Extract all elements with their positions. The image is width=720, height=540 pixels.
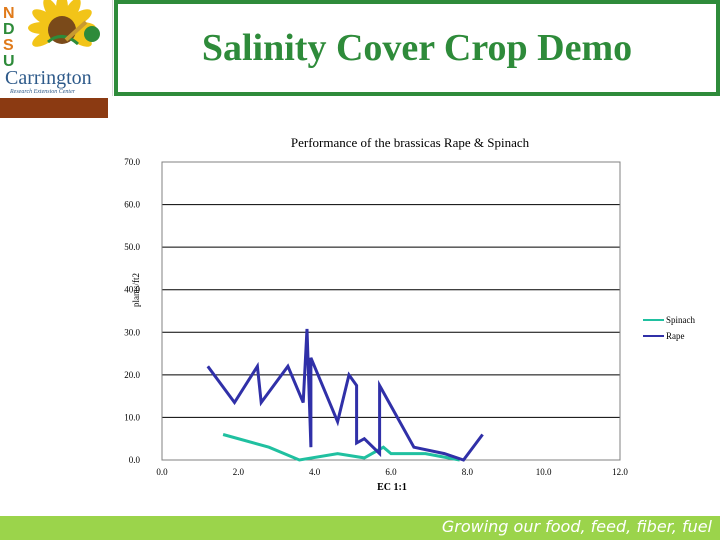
y-tick-label: 40.0 (124, 285, 140, 295)
y-tick-label: 60.0 (124, 200, 140, 210)
x-tick-label: 6.0 (385, 467, 397, 477)
title-band: Salinity Cover Crop Demo (114, 0, 720, 96)
x-tick-label: 2.0 (233, 467, 245, 477)
logo-letter-u: U (3, 53, 15, 70)
x-tick-label: 12.0 (612, 467, 628, 477)
x-tick-label: 8.0 (462, 467, 474, 477)
y-tick-label: 70.0 (124, 157, 140, 167)
x-tick-label: 4.0 (309, 467, 321, 477)
x-axis-label: EC 1:1 (377, 482, 407, 493)
x-tick-label: 0.0 (156, 467, 168, 477)
series-lines (206, 328, 484, 462)
footer-tagline: Growing our food, feed, fiber, fuel (441, 517, 712, 536)
x-tick-labels: 0.0 2.0 4.0 6.0 8.0 10.0 12.0 (156, 467, 628, 477)
y-axis-label: plants/ft2 (131, 273, 141, 307)
plot-frame (161, 161, 621, 461)
y-tick-labels: 0.0 10.0 20.0 30.0 40.0 50.0 60.0 70.0 (124, 157, 140, 465)
title-panel: Salinity Cover Crop Demo (118, 4, 716, 92)
accent-bar (0, 98, 108, 118)
chart-title: Performance of the brassicas Rape & Spin… (291, 135, 530, 150)
line-chart: Performance of the brassicas Rape & Spin… (124, 135, 695, 493)
y-tick-label: 30.0 (124, 327, 140, 337)
logo-letter-d: D (3, 21, 15, 38)
y-tick-label: 10.0 (124, 412, 140, 422)
y-tick-label: 20.0 (124, 370, 140, 380)
sunflower-icon: N D S U Carrington Research Extension Ce… (3, 0, 100, 95)
gridlines (162, 161, 620, 461)
logo-name: Carrington (5, 67, 92, 89)
footer-bar: Growing our food, feed, fiber, fuel (0, 516, 720, 540)
logo-letter-n: N (3, 5, 15, 22)
logo-letter-s: S (3, 37, 14, 54)
chart-legend: Spinach Rape (643, 315, 695, 341)
legend-label-rape: Rape (666, 331, 685, 341)
logo-subtitle: Research Extension Center (9, 89, 76, 95)
legend-label-spinach: Spinach (666, 315, 695, 325)
x-tick-label: 10.0 (536, 467, 552, 477)
y-tick-label: 0.0 (129, 455, 141, 465)
series-line-rape (206, 328, 484, 462)
ndsu-carrington-logo: N D S U Carrington Research Extension Ce… (0, 0, 113, 96)
slide-title: Salinity Cover Crop Demo (201, 27, 633, 69)
chart-area: Performance of the brassicas Rape & Spin… (0, 118, 720, 516)
series-line-spinach (222, 433, 460, 462)
y-tick-label: 50.0 (124, 242, 140, 252)
